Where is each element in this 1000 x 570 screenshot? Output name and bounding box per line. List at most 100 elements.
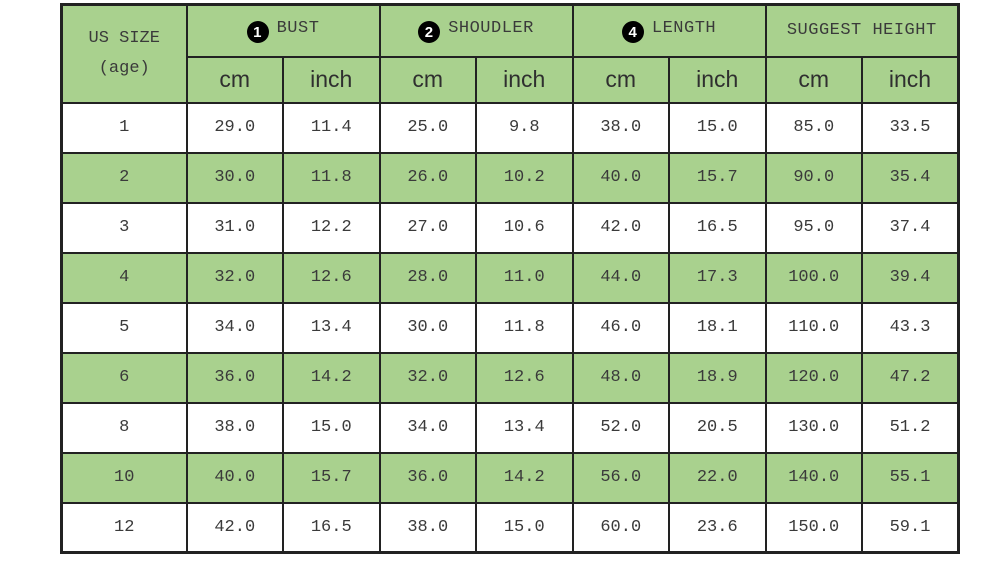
value-cell: 12.6	[282, 251, 381, 304]
value-cell: 59.1	[861, 501, 960, 554]
value-cell: 32.0	[185, 251, 284, 304]
value-cell: 34.0	[378, 401, 477, 454]
value-cell: 36.0	[185, 351, 284, 404]
table-row: 4 32.0 12.6 28.0 11.0 44.0 17.3 100.0 39.4	[60, 251, 960, 304]
value-cell: 10.2	[475, 151, 574, 204]
unit-header-length-inch: inch	[668, 55, 767, 104]
value-cell: 27.0	[378, 201, 477, 254]
value-cell: 28.0	[378, 251, 477, 304]
value-cell: 44.0	[571, 251, 670, 304]
size-cell: 3	[60, 201, 188, 254]
table-header: US SIZE (age) 1 BUST 2 SHOUDLER 4 LENGTH SU…	[60, 3, 960, 104]
value-cell: 20.5	[668, 401, 767, 454]
value-cell: 16.5	[282, 501, 381, 554]
group-header-row: US SIZE (age) 1 BUST 2 SHOUDLER 4 LENGTH SU…	[60, 3, 960, 104]
group-label-length: LENGTH	[651, 18, 717, 38]
value-cell: 14.2	[475, 451, 574, 504]
size-cell: 10	[60, 451, 188, 504]
group-header-bust: 1 BUST	[185, 3, 381, 58]
value-cell: 11.0	[475, 251, 574, 304]
circled-4-icon: 4	[621, 21, 644, 43]
unit-header-bust-inch: inch	[282, 55, 381, 104]
value-cell: 60.0	[571, 501, 670, 554]
value-cell: 36.0	[378, 451, 477, 504]
value-cell: 12.2	[282, 201, 381, 254]
value-cell: 130.0	[764, 401, 863, 454]
circled-1-icon: 1	[246, 21, 269, 43]
value-cell: 13.4	[282, 301, 381, 354]
value-cell: 48.0	[571, 351, 670, 404]
value-cell: 38.0	[571, 101, 670, 154]
value-cell: 120.0	[764, 351, 863, 404]
table-row: 10 40.0 15.7 36.0 14.2 56.0 22.0 140.0 55.1	[60, 451, 960, 504]
value-cell: 23.6	[668, 501, 767, 554]
group-label-shoudler: SHOUDLER	[448, 18, 534, 38]
unit-header-row: cm inch cm inch cm inch cm inch	[62, 55, 960, 104]
group-header-suggest-height: SUGGEST HEIGHT	[764, 3, 960, 58]
size-chart-table: US SIZE (age) 1 BUST 2 SHOUDLER 4 LENGTH SU…	[60, 3, 961, 554]
value-cell: 51.2	[861, 401, 960, 454]
value-cell: 42.0	[185, 501, 284, 554]
value-cell: 85.0	[764, 101, 863, 154]
value-cell: 95.0	[764, 201, 863, 254]
value-cell: 30.0	[378, 301, 477, 354]
value-cell: 34.0	[185, 301, 284, 354]
corner-line-2: (age)	[98, 58, 150, 78]
value-cell: 26.0	[378, 151, 477, 204]
value-cell: 55.1	[861, 451, 960, 504]
value-cell: 10.6	[475, 201, 574, 254]
value-cell: 16.5	[668, 201, 767, 254]
size-cell: 2	[60, 151, 188, 204]
size-cell: 1	[60, 101, 188, 154]
unit-header-bust-cm: cm	[185, 55, 284, 104]
value-cell: 100.0	[764, 251, 863, 304]
value-cell: 15.7	[668, 151, 767, 204]
value-cell: 39.4	[861, 251, 960, 304]
value-cell: 11.8	[475, 301, 574, 354]
unit-header-shoudler-cm: cm	[378, 55, 477, 104]
group-header-shoudler: 2 SHOUDLER	[378, 3, 574, 58]
value-cell: 15.0	[282, 401, 381, 454]
value-cell: 29.0	[185, 101, 284, 154]
value-cell: 31.0	[185, 201, 284, 254]
size-cell: 5	[60, 301, 188, 354]
value-cell: 18.1	[668, 301, 767, 354]
group-header-length: 4 LENGTH	[571, 3, 767, 58]
value-cell: 42.0	[571, 201, 670, 254]
value-cell: 140.0	[764, 451, 863, 504]
table-body: 1 29.0 11.4 25.0 9.8 38.0 15.0 85.0 33.5 2 30.0 11.…	[60, 101, 960, 554]
value-cell: 11.8	[282, 151, 381, 204]
value-cell: 46.0	[571, 301, 670, 354]
value-cell: 38.0	[378, 501, 477, 554]
circled-2-icon: 2	[418, 21, 441, 43]
value-cell: 30.0	[185, 151, 284, 204]
unit-header-shoudler-inch: inch	[475, 55, 574, 104]
value-cell: 9.8	[475, 101, 574, 154]
group-label-suggest-height: SUGGEST HEIGHT	[786, 21, 937, 41]
value-cell: 56.0	[571, 451, 670, 504]
value-cell: 14.2	[282, 351, 381, 404]
table-row: 2 30.0 11.8 26.0 10.2 40.0 15.7 90.0 35.4	[60, 151, 960, 204]
value-cell: 17.3	[668, 251, 767, 304]
value-cell: 18.9	[668, 351, 767, 404]
value-cell: 150.0	[764, 501, 863, 554]
value-cell: 13.4	[475, 401, 574, 454]
corner-header-us-size-age: US SIZE (age)	[60, 3, 188, 104]
value-cell: 43.3	[861, 301, 960, 354]
table-row: 5 34.0 13.4 30.0 11.8 46.0 18.1 110.0 43.3	[60, 301, 960, 354]
value-cell: 25.0	[378, 101, 477, 154]
table-row: 1 29.0 11.4 25.0 9.8 38.0 15.0 85.0 33.5	[60, 101, 960, 154]
table-row: 3 31.0 12.2 27.0 10.6 42.0 16.5 95.0 37.4	[60, 201, 960, 254]
table-row: 12 42.0 16.5 38.0 15.0 60.0 23.6 150.0 59.1	[60, 501, 960, 554]
size-cell: 6	[60, 351, 188, 404]
value-cell: 22.0	[668, 451, 767, 504]
value-cell: 90.0	[764, 151, 863, 204]
table-row: 6 36.0 14.2 32.0 12.6 48.0 18.9 120.0 47.2	[60, 351, 960, 404]
unit-header-length-cm: cm	[571, 55, 670, 104]
size-cell: 8	[60, 401, 188, 454]
table-row: 8 38.0 15.0 34.0 13.4 52.0 20.5 130.0 51.2	[60, 401, 960, 454]
value-cell: 15.7	[282, 451, 381, 504]
value-cell: 52.0	[571, 401, 670, 454]
value-cell: 37.4	[861, 201, 960, 254]
value-cell: 47.2	[861, 351, 960, 404]
